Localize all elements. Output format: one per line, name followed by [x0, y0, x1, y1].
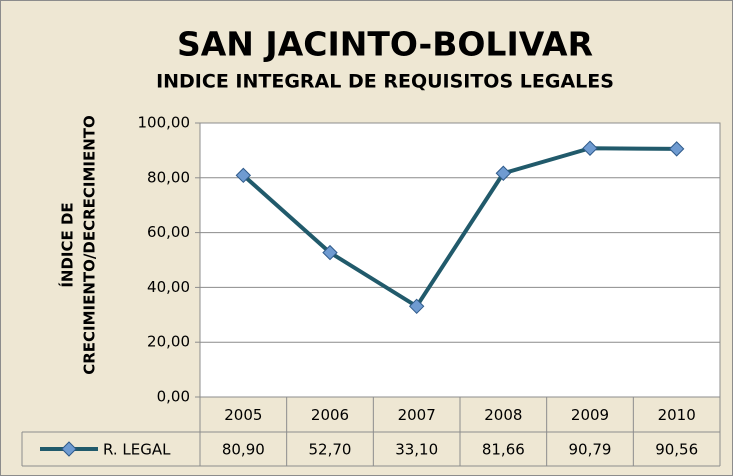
x-tick-label: 2009	[571, 406, 609, 424]
table-value: 33,10	[395, 441, 438, 459]
x-tick-label: 2008	[484, 406, 522, 424]
table-value: 90,56	[655, 441, 698, 459]
y-tick-label: 80,00	[147, 168, 190, 186]
marker	[322, 244, 338, 261]
table-value: 90,79	[569, 441, 612, 459]
x-tick-label: 2007	[398, 406, 436, 424]
marker	[668, 141, 685, 157]
y-tick-label: 0,00	[157, 388, 190, 406]
y-tick-label: 100,00	[138, 114, 191, 132]
chart-subtitle: INDICE INTEGRAL DE REQUISITOS LEGALES	[156, 71, 614, 93]
table-value: 81,66	[482, 441, 525, 459]
y-axis-label: CRECIMIENTO/DECRECIMIENTO	[81, 115, 99, 375]
marker	[495, 165, 512, 181]
marker	[235, 167, 252, 184]
marker	[408, 298, 425, 315]
y-tick-label: 40,00	[147, 278, 190, 296]
x-tick-label: 2006	[311, 406, 349, 424]
y-tick-label: 60,00	[147, 223, 190, 241]
x-tick-label: 2005	[224, 406, 262, 424]
y-tick-label: 20,00	[147, 333, 190, 351]
plot-area	[199, 122, 721, 398]
y-axis-label: ÍNDICE DE	[58, 202, 77, 287]
table-value: 52,70	[309, 441, 352, 459]
x-tick-label: 2010	[658, 406, 696, 424]
chart-title: SAN JACINTO-BOLIVAR	[177, 25, 593, 64]
marker	[582, 140, 598, 156]
legend-marker	[61, 441, 77, 457]
legend-label: R. LEGAL	[103, 441, 171, 459]
series-line	[242, 146, 677, 309]
table-value: 80,90	[222, 441, 265, 459]
